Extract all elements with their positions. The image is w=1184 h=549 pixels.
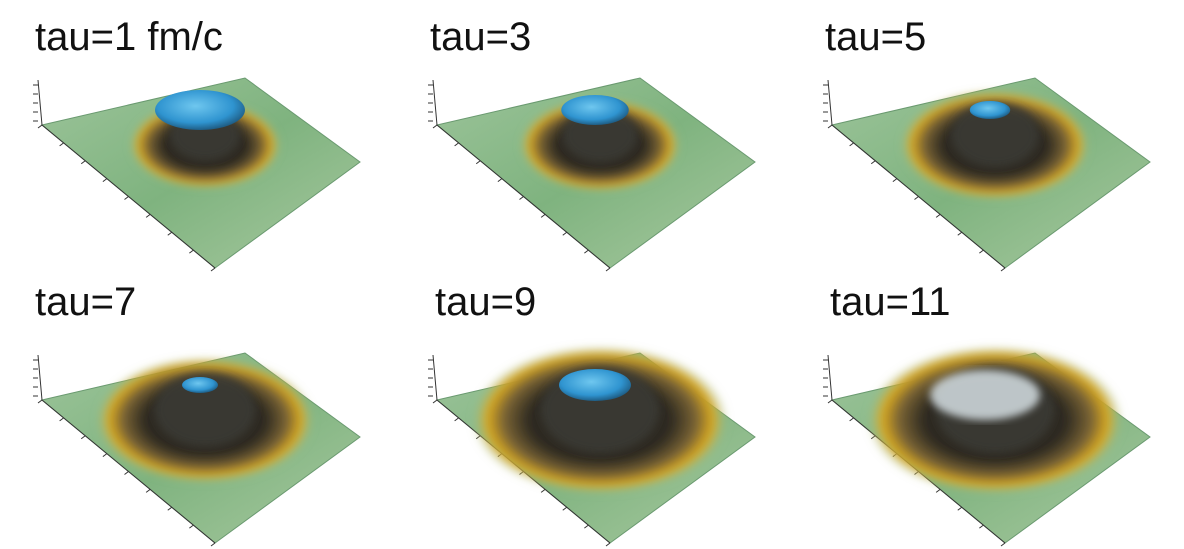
axis-tick [849,417,854,422]
panel-label: tau=11 [830,280,951,324]
axis-tick [475,160,481,165]
axis-tick [892,178,898,183]
axis-tick [167,231,173,236]
axis [37,354,43,401]
axis-tick [102,178,108,183]
surface-plot [33,352,361,547]
axis-tick [584,249,589,254]
surface-cap [930,370,1040,420]
axis-tick [584,524,589,529]
axis [827,79,833,126]
axis-tick [562,506,568,511]
axis [432,79,438,126]
axis-tick [1000,267,1006,272]
axis-tick [432,124,438,129]
surface-cap [969,101,1011,119]
axis-tick [432,399,438,404]
surface-cap [559,369,631,401]
axis-tick [957,231,963,236]
axis-tick [37,124,43,129]
axis-tick [605,267,611,272]
axis-tick [957,506,963,511]
axis-tick [210,267,216,272]
axis-tick [827,124,833,129]
axis-tick [605,542,611,547]
panel-label: tau=3 [430,15,531,59]
panel-label: tau=7 [35,280,136,324]
axis-tick [519,196,524,200]
axis-tick [454,417,459,422]
surface-plot [823,77,1151,272]
surface-dome [154,373,256,447]
surface-cap [561,95,629,125]
surface-plot [428,345,756,547]
surface-plot [33,77,361,272]
panel-label: tau=5 [825,15,926,59]
axis-tick [124,196,129,200]
surface-cap [155,90,245,130]
surface-dome [951,103,1039,167]
panel-label: tau=1 fm/c [35,15,223,59]
axis-tick [80,435,86,440]
axis-tick [979,524,984,529]
axis-tick [827,399,833,404]
axis-tick [914,196,919,200]
axis-tick [102,453,108,458]
axis [432,354,438,401]
axis [37,79,43,126]
axis-tick [1000,542,1006,547]
axis-tick [37,399,43,404]
axis-tick [59,142,64,147]
axis-tick [562,231,568,236]
axis-tick [935,488,941,493]
axis-tick [189,524,194,529]
axis-tick [935,213,941,218]
panel-label: tau=9 [435,280,536,324]
surface-plot [823,345,1151,547]
axis-tick [124,471,129,475]
axis-tick [454,142,459,147]
axis-tick [80,160,86,165]
axis-tick [849,142,854,147]
surface-cap [182,377,218,393]
axis-tick [210,542,216,547]
axis-tick [167,506,173,511]
axis [827,354,833,401]
axis-tick [870,160,876,165]
axis-tick [540,213,546,218]
axis-tick [979,249,984,254]
surface-plot [428,77,756,272]
axis-tick [59,417,64,422]
axis-tick [189,249,194,254]
axis-tick [145,488,151,493]
axis-tick [540,488,546,493]
axis-tick [145,213,151,218]
axis-tick [497,178,503,183]
